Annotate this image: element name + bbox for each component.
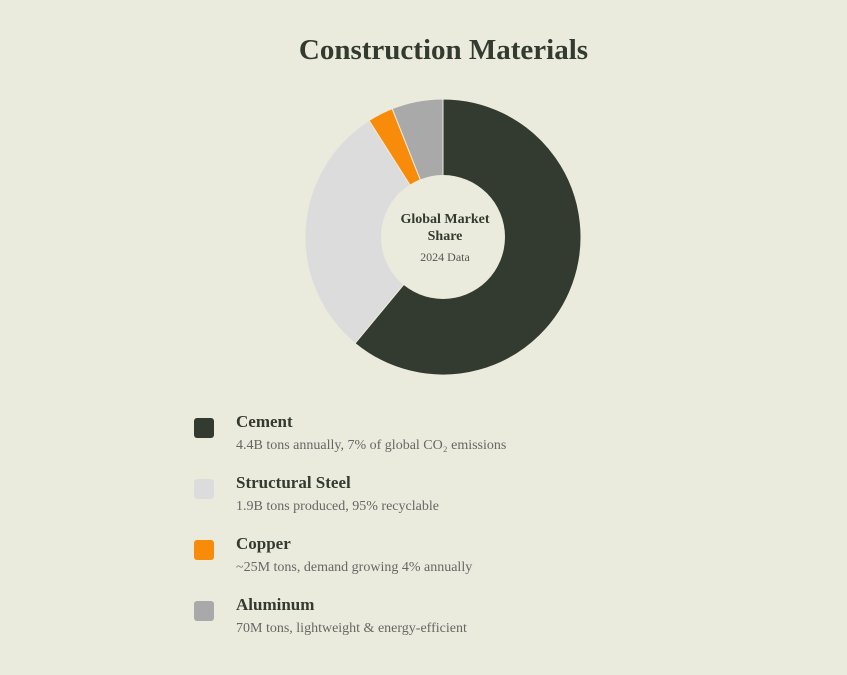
donut-hole xyxy=(381,175,505,299)
center-sublabel: 2024 Data xyxy=(420,250,470,264)
legend-item-structural-steel: Structural Steel 1.9B tons produced, 95%… xyxy=(194,473,654,534)
legend-description: 1.9B tons produced, 95% recyclable xyxy=(236,499,439,514)
legend-name: Aluminum xyxy=(236,595,315,614)
center-label: Global Market Share xyxy=(400,212,490,244)
legend-description: ~25M tons, demand growing 4% annually xyxy=(236,560,473,575)
legend-swatch-aluminum xyxy=(194,601,214,621)
legend-description: 4.4B tons annually, 7% of global CO₂ emi… xyxy=(236,438,507,453)
slice-structural-steel xyxy=(304,119,444,345)
legend-swatch-copper xyxy=(194,540,214,560)
legend-name: Copper xyxy=(236,534,291,553)
legend-swatch-cement xyxy=(194,418,214,438)
legend-name: Structural Steel xyxy=(236,473,351,492)
legend-item-copper: Copper ~25M tons, demand growing 4% annu… xyxy=(194,534,654,595)
legend-description: 70M tons, lightweight & energy-efficient xyxy=(236,621,467,636)
legend-swatch-structural-steel xyxy=(194,479,214,499)
legend: Cement 4.4B tons annually, 7% of global … xyxy=(194,412,654,656)
donut-chart xyxy=(304,98,582,376)
legend-item-cement: Cement 4.4B tons annually, 7% of global … xyxy=(194,412,654,473)
chart-title: Construction Materials xyxy=(298,34,589,66)
legend-item-aluminum: Aluminum 70M tons, lightweight & energy-… xyxy=(194,595,654,656)
legend-name: Cement xyxy=(236,412,293,431)
